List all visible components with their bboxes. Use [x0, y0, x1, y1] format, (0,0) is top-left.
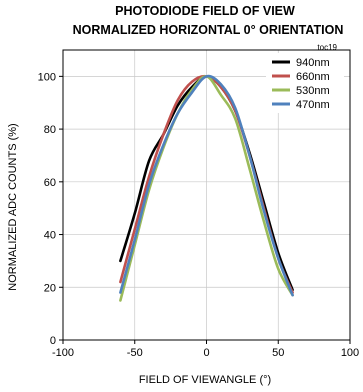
legend-label-470nm: 470nm	[296, 99, 330, 111]
y-tick-label: 60	[44, 177, 56, 189]
y-tick-label: 80	[44, 124, 56, 136]
y-axis-label: NORMALIZED ADC COUNTS (%)	[7, 123, 19, 290]
x-tick-label: 100	[341, 347, 359, 359]
y-tick-label: 100	[38, 71, 56, 83]
x-tick-label: 0	[203, 347, 209, 359]
legend: 940nm 660nm 530nm 470nm	[266, 53, 344, 113]
x-tick-label: -100	[52, 347, 74, 359]
y-tick-label: 0	[50, 335, 56, 347]
x-tick-label: -50	[127, 347, 143, 359]
x-tick-label: 50	[272, 347, 284, 359]
series-lines	[119, 74, 294, 302]
y-tick-label: 40	[44, 230, 56, 242]
x-axis-label: FIELD OF VIEWANGLE (°)	[139, 374, 271, 386]
chart-subtitle: NORMALIZED HORIZONTAL 0° ORIENTATION	[73, 23, 344, 37]
series-line-470nm	[119, 74, 294, 297]
axes: -100 -50 0 50 100 0 20 40 60 80 100	[38, 49, 359, 359]
chart-title: PHOTODIODE FIELD OF VIEW	[115, 4, 295, 18]
legend-label-660nm: 660nm	[296, 71, 330, 83]
legend-label-940nm: 940nm	[296, 57, 330, 69]
chart-note: toc19	[317, 43, 337, 52]
y-tick-label: 20	[44, 282, 56, 294]
legend-label-530nm: 530nm	[296, 85, 330, 97]
